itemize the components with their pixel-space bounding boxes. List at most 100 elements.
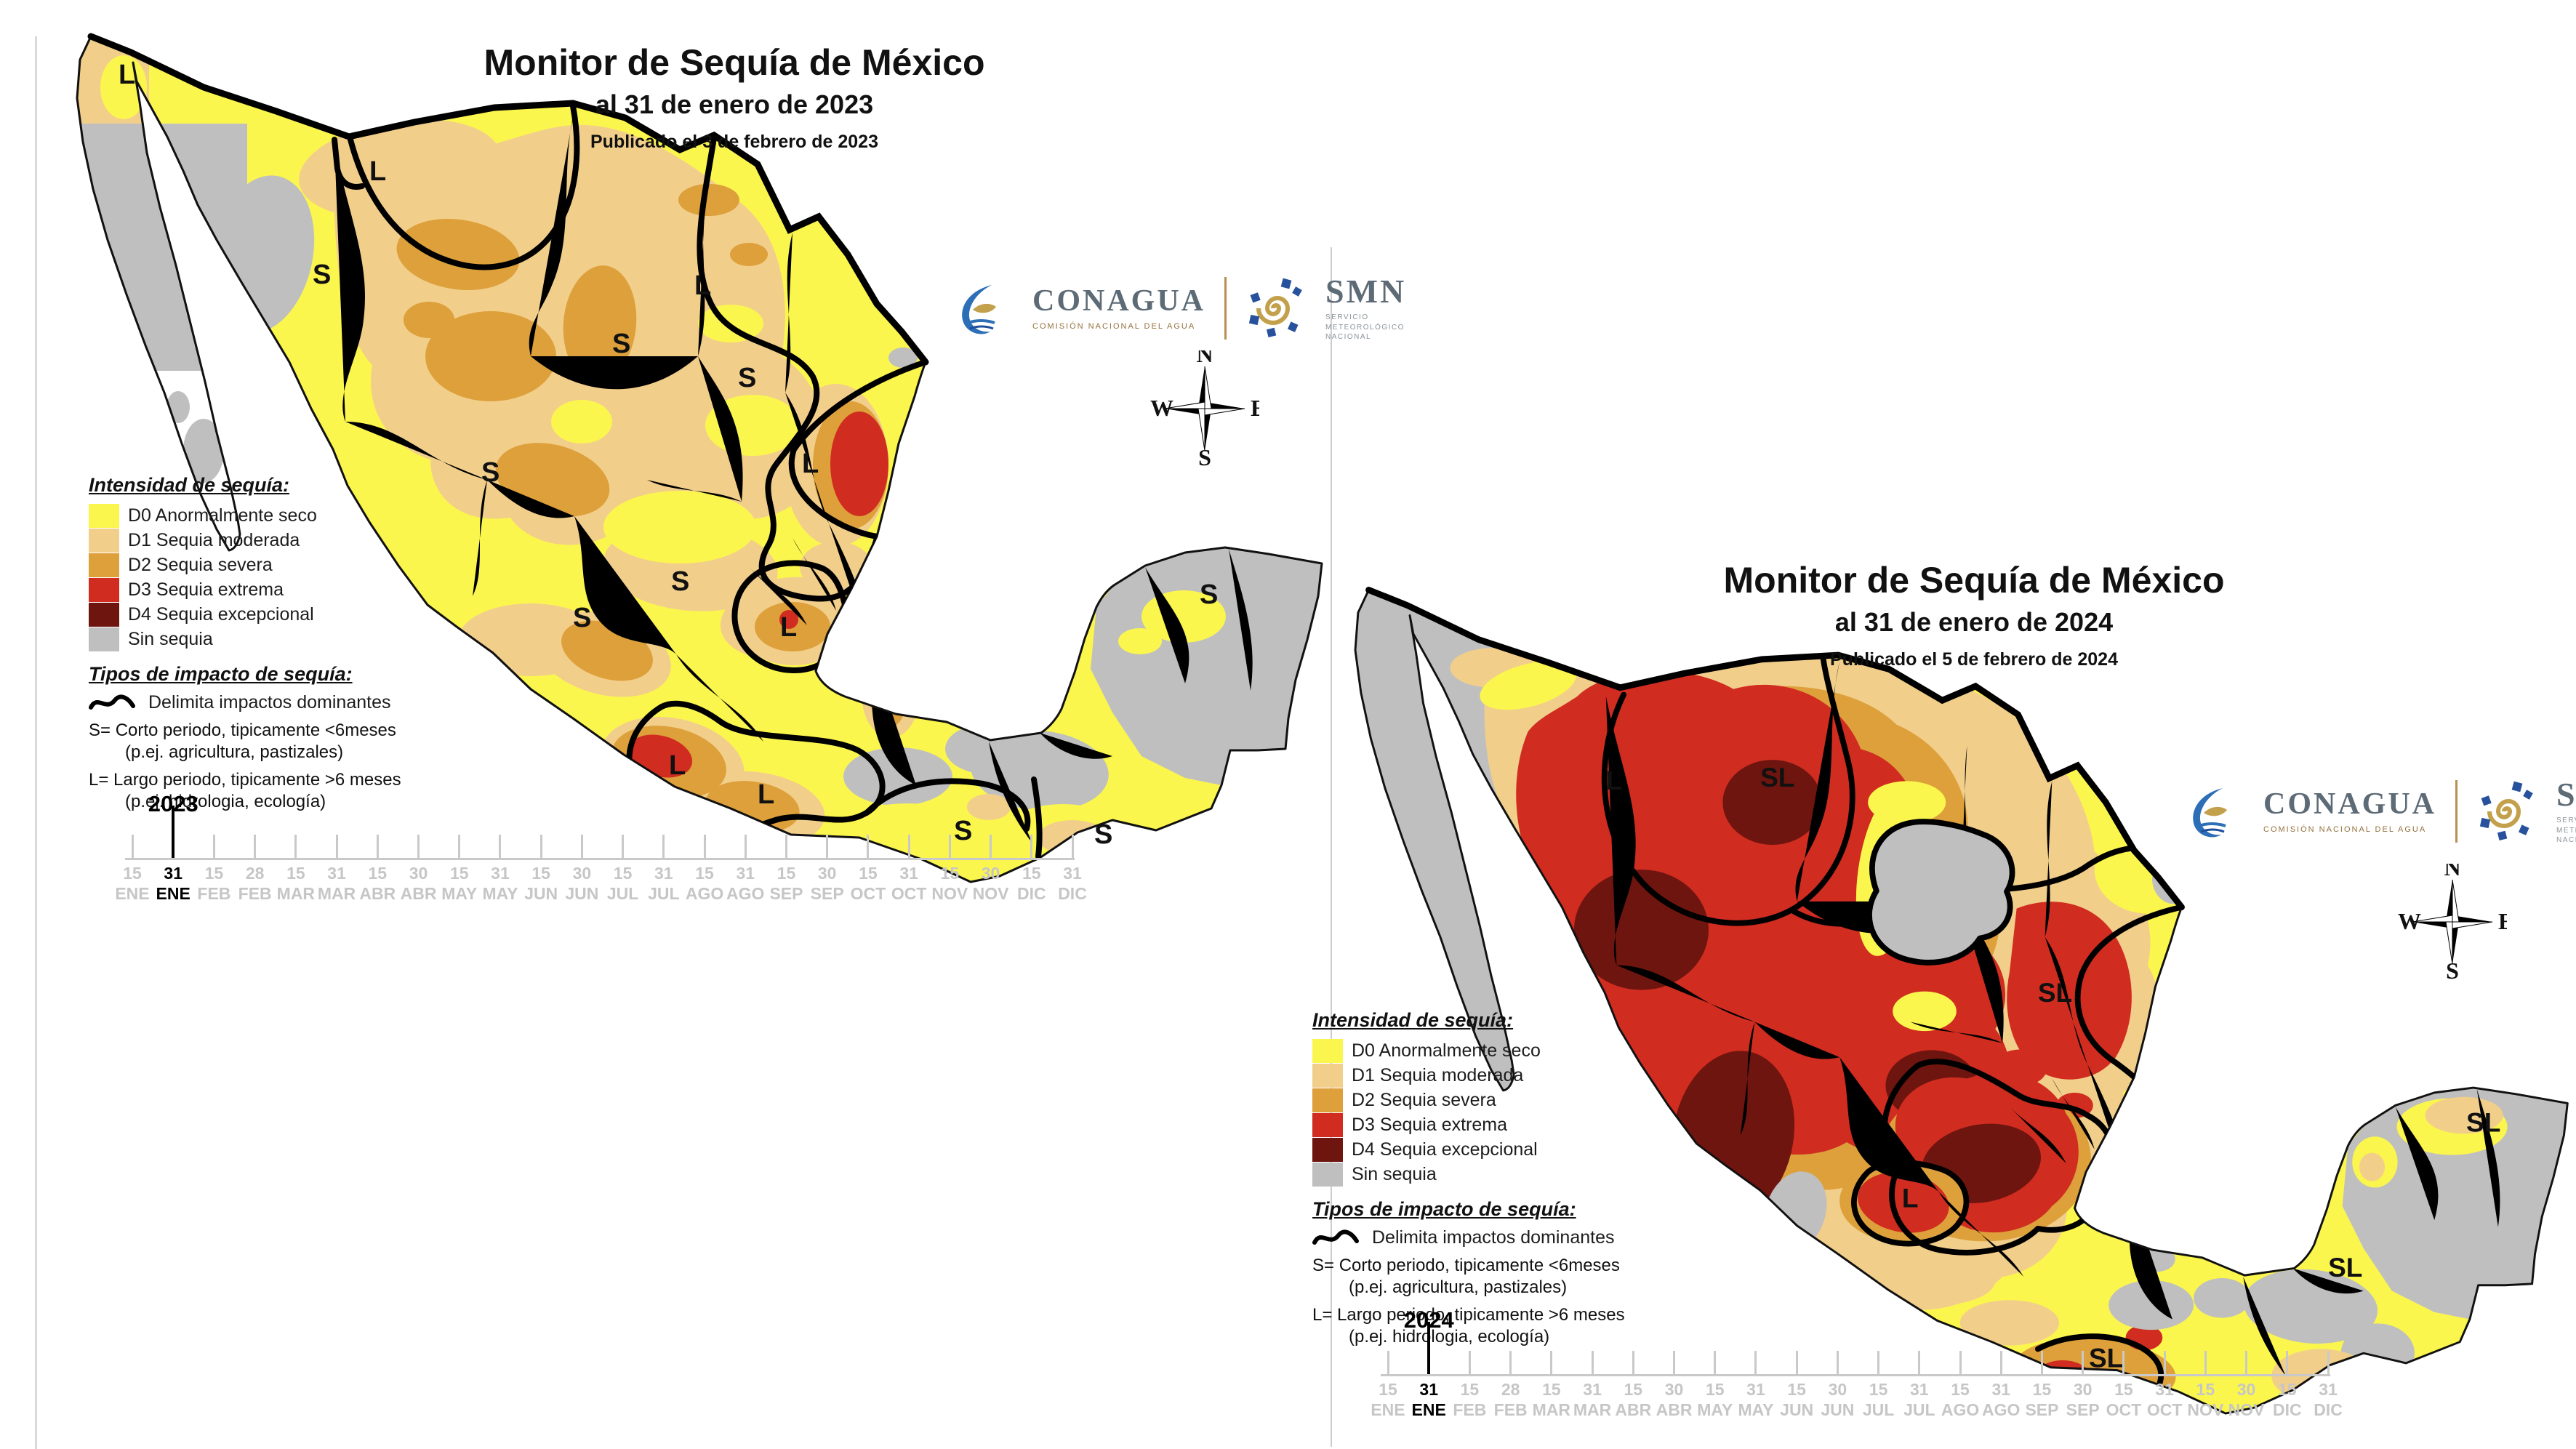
timeline-tick xyxy=(703,835,706,858)
conagua-subtitle: COMISIÓN NACIONAL DEL AGUA xyxy=(1032,322,1196,332)
timeline-tick xyxy=(1387,1351,1389,1374)
timeline-month-label: JUL xyxy=(606,884,639,903)
squiggle-line-icon xyxy=(89,694,135,710)
legend-swatch-none xyxy=(1312,1163,1343,1187)
timeline-tick xyxy=(376,835,379,858)
timeline-tick xyxy=(2245,1351,2248,1374)
map-title: Monitor de Sequía de México xyxy=(483,42,985,83)
timeline-day-label: 15 xyxy=(449,864,469,883)
timeline-tick xyxy=(826,835,829,858)
legend-2024: Intensidad de sequía: D0 Anormalmente se… xyxy=(1312,1009,1654,1347)
timeline-month-label: DIC xyxy=(1058,884,1087,903)
timeline-tick xyxy=(948,835,951,858)
timeline-month-label: JUL xyxy=(1862,1400,1895,1419)
legend-swatch-d3 xyxy=(89,578,119,602)
legend-label: D1 Sequia moderada xyxy=(128,530,300,550)
timeline-day-label: 15 xyxy=(1460,1380,1480,1399)
legend-label: D2 Sequia severa xyxy=(128,555,273,575)
impact-label-sl: SL xyxy=(2089,1344,2123,1373)
legend-impact-s: S= Corto periodo, tipicamente <6meses xyxy=(89,721,396,740)
timeline-day-label: 15 xyxy=(1542,1380,1561,1399)
timeline-tick xyxy=(2082,1351,2085,1374)
legend-impact-l-example: (p.ej. hidrologia, ecología) xyxy=(125,792,326,811)
legend-label: Sin sequia xyxy=(1352,1164,1437,1184)
impact-label-sl: SL xyxy=(2328,1253,2362,1283)
legend-swatch-d4 xyxy=(1312,1138,1343,1162)
conagua-subtitle: COMISIÓN NACIONAL DEL AGUA xyxy=(2263,825,2427,835)
timeline-tick xyxy=(622,835,625,858)
timeline-tick xyxy=(907,835,910,858)
timeline-month-label: JUL xyxy=(648,884,680,903)
timeline-tick xyxy=(499,835,502,858)
legend-label: D3 Sequia extrema xyxy=(1352,1115,1508,1135)
legend-item-d0: D0 Anormalmente seco xyxy=(1312,1039,1654,1063)
conagua-wordmark: CONAGUA xyxy=(1032,284,1205,318)
timeline-tick xyxy=(2040,1351,2043,1374)
mexico-map-2023: L S L L S S S L S S L L L S S S xyxy=(76,15,1323,883)
legend-swatch-d3 xyxy=(1312,1113,1343,1137)
compass-n: N xyxy=(1196,350,1213,367)
compass-n: N xyxy=(2444,864,2460,880)
timeline-month-label: JUN xyxy=(524,884,558,903)
timeline-day-label: 31 xyxy=(899,864,918,883)
impact-label-s: S xyxy=(671,566,689,597)
impact-label-l: L xyxy=(694,270,711,301)
legend-2023: Intensidad de sequía: D0 Anormalmente se… xyxy=(89,474,430,812)
conagua-wordmark: CONAGUA xyxy=(2263,787,2436,822)
logos-2024: CONAGUA COMISIÓN NACIONAL DEL AGUA SMN S… xyxy=(2178,778,2576,846)
compass-e: E xyxy=(1251,395,1259,421)
timeline-month-label: AGO xyxy=(726,884,765,903)
timeline-day-label: 30 xyxy=(981,864,1000,883)
timeline-day-label: 31 xyxy=(2319,1380,2338,1399)
timeline-day-label: 15 xyxy=(123,864,142,883)
timeline-month-label: ABR xyxy=(359,884,396,903)
timeline-day-label: 30 xyxy=(1828,1380,1847,1399)
smn-wordmark: SMN xyxy=(2556,776,2576,813)
timeline-month-label: NOV xyxy=(2187,1400,2224,1419)
legend-item-none: Sin sequia xyxy=(1312,1163,1654,1187)
timeline-day-label: 15 xyxy=(2032,1380,2052,1399)
timeline-day-label: 15 xyxy=(368,864,388,883)
timeline-day-label: 15 xyxy=(286,864,305,883)
legend-label: D1 Sequia moderada xyxy=(1352,1065,1524,1085)
smn-wordmark: SMN xyxy=(1325,273,1407,310)
timeline-tick xyxy=(1468,1351,1471,1374)
timeline-day-label: 31 xyxy=(327,864,346,883)
map-panel-2023: L S L L S S S L S S L L L S S S Monitor de Sequía de Mé… xyxy=(22,15,1404,916)
legend-swatch-none xyxy=(89,627,119,651)
logos-2023: CONAGUA COMISIÓN NACIONAL DEL AGUA SMN S… xyxy=(947,275,1406,342)
map-title-block-2023: Monitor de Sequía de México al 31 de ene… xyxy=(327,44,1141,153)
legend-swatch-d2 xyxy=(89,553,119,577)
map-panel-2024: L SL SL L SL SL SL Monitor de Sequía de México… xyxy=(1301,247,2576,1447)
impact-label-s: S xyxy=(481,457,499,488)
impact-label-s: S xyxy=(1094,819,1112,850)
timeline-month-label: ABR xyxy=(400,884,437,903)
timeline-month-label: OCT xyxy=(891,884,927,903)
smn-logo-icon xyxy=(2479,781,2533,841)
timeline-tick xyxy=(1673,1351,1676,1374)
timeline-tick xyxy=(1071,835,1074,858)
timeline-tick xyxy=(1959,1351,1962,1374)
timeline-month-label: JUN xyxy=(1821,1400,1855,1419)
timeline-month-label: JUN xyxy=(565,884,599,903)
legend-swatch-d0 xyxy=(89,504,119,528)
timeline-month-label: ENE xyxy=(1411,1400,1446,1419)
timeline-tick xyxy=(458,835,461,858)
timeline-day-label: 15 xyxy=(2277,1380,2297,1399)
timeline-month-label: FEB xyxy=(197,884,231,903)
impact-label-l: L xyxy=(119,60,135,90)
timeline-tick xyxy=(1918,1351,1921,1374)
impact-label-s: S xyxy=(738,363,756,393)
map-published: Publicado el 3 de febrero de 2023 xyxy=(590,131,878,152)
compass-rose-2024: N S E W xyxy=(2398,864,2507,980)
legend-impact-title: Tipos de impacto de sequía: xyxy=(1312,1198,1576,1220)
legend-item-d3: D3 Sequia extrema xyxy=(89,578,430,602)
compass-e: E xyxy=(2498,908,2507,934)
timeline-tick xyxy=(1754,1351,1757,1374)
legend-label: D3 Sequia extrema xyxy=(128,579,284,600)
timeline-day-label: 31 xyxy=(1746,1380,1765,1399)
timeline-month-label: DIC xyxy=(2314,1400,2343,1419)
timeline-tick xyxy=(1877,1351,1880,1374)
timeline-year: 2023 xyxy=(148,791,198,816)
timeline-day-label: 15 xyxy=(204,864,224,883)
